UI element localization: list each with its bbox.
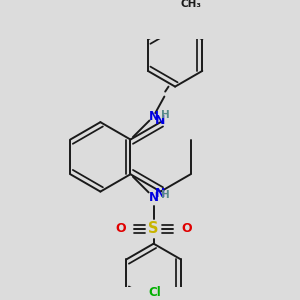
Text: N: N [155, 114, 166, 127]
Text: H: H [161, 110, 170, 120]
Text: O: O [115, 222, 126, 235]
Text: N: N [148, 191, 159, 204]
Text: Cl: Cl [148, 286, 161, 299]
Text: H: H [161, 190, 170, 200]
Text: N: N [148, 110, 159, 123]
Text: CH₃: CH₃ [180, 0, 201, 9]
Text: S: S [148, 221, 159, 236]
Text: O: O [182, 222, 192, 235]
Text: N: N [155, 187, 166, 200]
